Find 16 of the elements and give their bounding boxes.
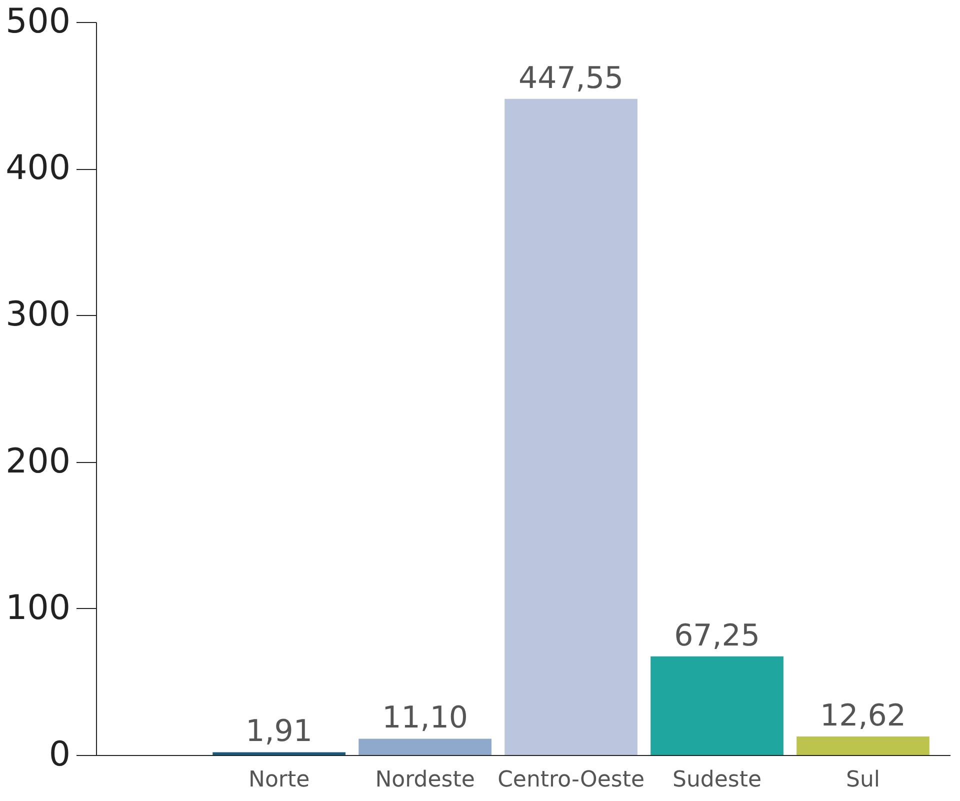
data-label: 12,62 [820,698,906,734]
y-tick-label: 100 [6,588,70,628]
y-tick-label: 400 [6,148,70,188]
data-label: 1,91 [246,714,312,750]
data-label: 447,55 [518,60,624,96]
x-tick-label: Centro-Oeste [498,768,644,792]
data-label: 11,10 [382,700,468,736]
data-label: 67,25 [674,618,760,654]
x-tick-label: Nordeste [375,768,475,792]
y-tick-label: 200 [6,441,70,482]
x-tick-label: Sudeste [672,768,762,792]
x-tick-label: Norte [248,768,310,792]
y-tick-label: 500 [6,2,70,42]
x-tick-label: Sul [846,768,880,792]
y-tick-label: 300 [6,294,70,335]
y-tick-label: 0 [48,734,70,774]
